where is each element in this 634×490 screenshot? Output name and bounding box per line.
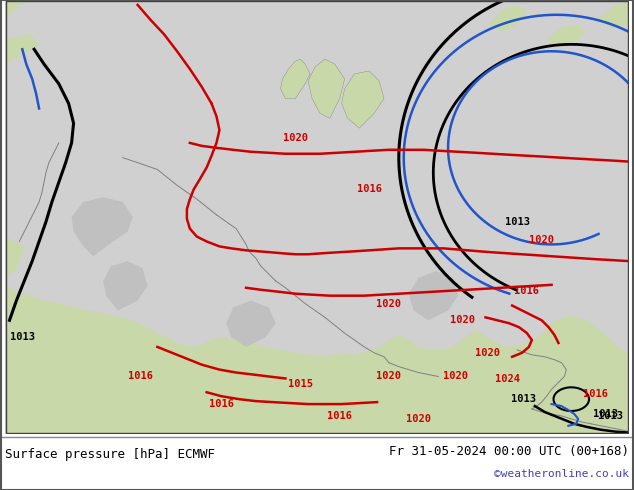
- Text: ©weatheronline.co.uk: ©weatheronline.co.uk: [494, 468, 629, 479]
- Polygon shape: [226, 300, 276, 347]
- Text: 1020: 1020: [377, 371, 401, 382]
- Polygon shape: [280, 59, 310, 98]
- Text: 1013: 1013: [505, 217, 529, 227]
- Text: 1020: 1020: [283, 133, 308, 143]
- Text: 1020: 1020: [406, 414, 431, 424]
- Text: 1016: 1016: [514, 286, 540, 296]
- Text: Surface pressure [hPa] ECMWF: Surface pressure [hPa] ECMWF: [5, 448, 215, 461]
- Polygon shape: [4, 286, 630, 434]
- Polygon shape: [547, 24, 586, 48]
- Polygon shape: [72, 197, 133, 256]
- Text: 1020: 1020: [475, 348, 500, 358]
- Polygon shape: [4, 34, 39, 64]
- Text: 1020: 1020: [377, 298, 401, 309]
- Text: 1016: 1016: [357, 184, 382, 194]
- Polygon shape: [103, 261, 148, 311]
- Text: 1016: 1016: [583, 389, 609, 399]
- Text: 1020: 1020: [529, 236, 554, 245]
- Polygon shape: [308, 59, 345, 118]
- Text: 1020: 1020: [450, 315, 476, 325]
- Polygon shape: [409, 271, 458, 320]
- Text: 1015: 1015: [288, 379, 313, 390]
- Polygon shape: [596, 0, 630, 27]
- Polygon shape: [4, 0, 34, 20]
- Polygon shape: [342, 71, 384, 128]
- Text: 1016: 1016: [209, 399, 234, 409]
- Text: 1020: 1020: [443, 371, 469, 382]
- Polygon shape: [4, 177, 630, 434]
- Text: 1016: 1016: [128, 371, 153, 382]
- Text: 1024: 1024: [495, 374, 520, 385]
- Text: 1013: 1013: [593, 409, 618, 419]
- Text: 1013: 1013: [598, 411, 623, 421]
- Text: 1016: 1016: [327, 411, 352, 421]
- Polygon shape: [488, 5, 527, 31]
- Text: 1013: 1013: [10, 332, 35, 342]
- Text: Fr 31-05-2024 00:00 UTC (00+168): Fr 31-05-2024 00:00 UTC (00+168): [389, 444, 629, 458]
- Text: 1013: 1013: [512, 394, 536, 404]
- FancyBboxPatch shape: [4, 0, 630, 434]
